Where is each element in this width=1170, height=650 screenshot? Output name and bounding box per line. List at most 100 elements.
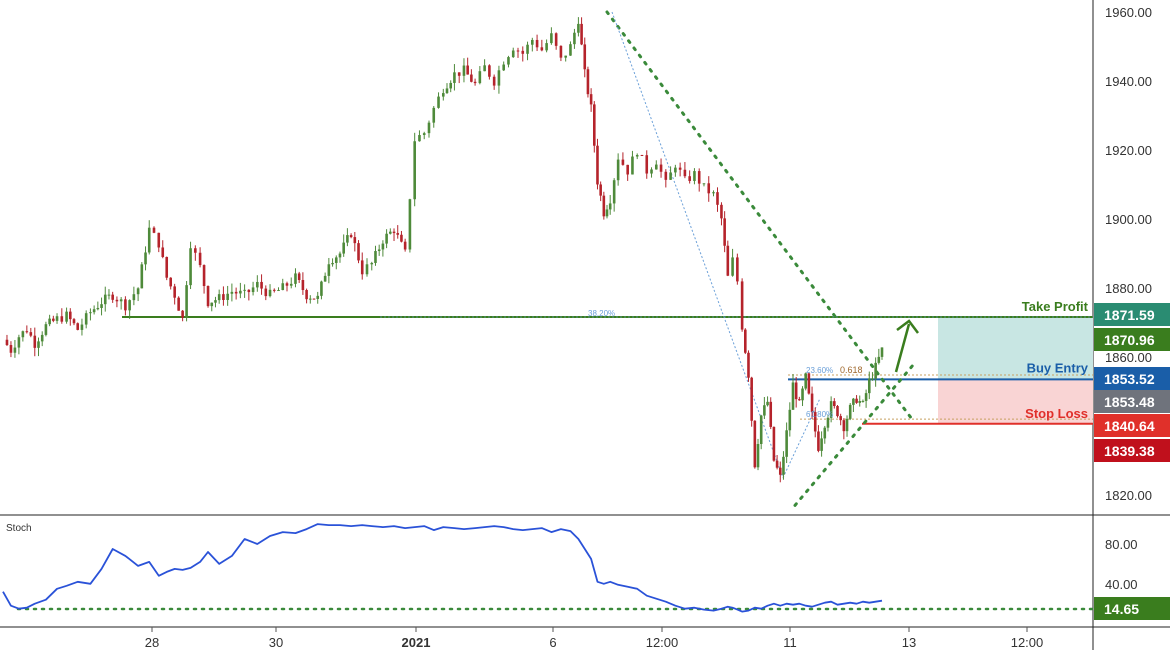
candle-body xyxy=(852,398,855,405)
candle-body xyxy=(621,159,625,165)
candle-body xyxy=(217,294,221,301)
candle-body xyxy=(683,169,687,177)
ascending-trendline[interactable] xyxy=(793,362,916,507)
price-tag-stop_loss_dark xyxy=(1094,439,1170,462)
candle-body xyxy=(731,257,734,276)
candle-body xyxy=(511,50,515,58)
time-tick-label: 11 xyxy=(783,635,797,650)
candle-body xyxy=(396,233,400,235)
level-annotations: Take Profit Buy Entry Stop Loss xyxy=(1022,299,1089,421)
candle-body xyxy=(820,438,823,451)
stoch-tick-label: 80.00 xyxy=(1105,537,1138,552)
price-axis[interactable]: 1960.00 1940.00 1920.00 1900.00 1880.00 1860.… xyxy=(1105,5,1152,592)
candle-body xyxy=(788,409,792,431)
candle-body xyxy=(531,39,534,45)
candle-body xyxy=(497,70,501,86)
candlestick-series xyxy=(5,17,884,483)
candle-body xyxy=(810,393,814,413)
candle-body xyxy=(103,294,107,305)
candle-body xyxy=(674,167,677,173)
candle-body xyxy=(586,69,590,95)
candle-body xyxy=(867,378,871,394)
candle-body xyxy=(76,323,80,330)
candle-body xyxy=(791,382,795,410)
candle-body xyxy=(331,262,334,265)
candle-body xyxy=(599,184,602,196)
trendlines[interactable] xyxy=(380,10,1093,507)
candle-body xyxy=(243,289,246,291)
candle-body xyxy=(214,300,217,303)
candle-body xyxy=(107,294,111,296)
candle-body xyxy=(631,156,634,175)
candle-body xyxy=(115,299,119,302)
price-tag-take_profit xyxy=(1094,303,1170,326)
candle-body xyxy=(466,65,469,75)
candle-body xyxy=(654,164,658,170)
candle-body xyxy=(309,298,312,300)
candle-body xyxy=(128,300,131,311)
stop-loss-label: Stop Loss xyxy=(1025,406,1088,421)
candle-body xyxy=(659,164,663,172)
candle-body xyxy=(408,199,412,250)
candle-body xyxy=(778,467,782,475)
candle-body xyxy=(305,290,308,300)
time-tick-label: 13 xyxy=(902,635,916,650)
fib-extension-line xyxy=(782,398,821,478)
candle-body xyxy=(707,183,711,194)
candle-body xyxy=(374,251,377,263)
candle-body xyxy=(29,332,33,336)
candle-body xyxy=(13,347,17,353)
candle-body xyxy=(360,260,364,275)
candle-body xyxy=(823,427,827,439)
candle-body xyxy=(370,262,374,265)
descending-trendline[interactable] xyxy=(605,10,914,421)
candle-body xyxy=(470,74,473,82)
candle-body xyxy=(785,430,788,457)
candle-body xyxy=(72,319,76,324)
candle-body xyxy=(833,401,836,407)
fib-label-23: 23.60% xyxy=(806,366,833,375)
time-tick-label: 12:00 xyxy=(1011,635,1044,650)
horizontal-levels[interactable] xyxy=(122,316,1093,425)
price-tag-value: 1839.38 xyxy=(1104,443,1155,459)
candle-body xyxy=(449,82,453,89)
candle-body xyxy=(592,104,596,146)
candle-body xyxy=(645,155,649,174)
candle-body xyxy=(234,291,238,294)
candle-body xyxy=(697,171,701,184)
candle-body xyxy=(251,287,255,293)
candle-body xyxy=(327,264,331,276)
candle-body xyxy=(272,289,276,291)
candle-body xyxy=(37,341,40,348)
candle-body xyxy=(132,294,136,301)
buy-entry-label: Buy Entry xyxy=(1027,360,1089,375)
candle-body xyxy=(346,235,349,243)
candle-body xyxy=(247,289,251,293)
candle-body xyxy=(60,316,64,322)
candle-body xyxy=(747,352,750,378)
candle-body xyxy=(198,252,202,266)
candle-body xyxy=(256,281,259,288)
candle-body xyxy=(312,298,316,300)
candle-body xyxy=(260,281,263,289)
candle-body xyxy=(80,324,84,330)
candle-body xyxy=(545,43,548,51)
stoch-tag-value: 14.65 xyxy=(1104,601,1139,617)
price-tag-value: 1840.64 xyxy=(1104,418,1155,434)
candle-body xyxy=(813,412,817,432)
candle-body xyxy=(119,299,123,302)
candle-body xyxy=(92,309,96,313)
candle-body xyxy=(540,47,544,51)
candle-body xyxy=(626,164,629,175)
candle-body xyxy=(848,404,852,419)
candle-body xyxy=(5,339,9,346)
price-tag-buy_entry xyxy=(1094,367,1170,390)
price-tick-label: 1820.00 xyxy=(1105,488,1152,503)
price-tag-value: 1853.48 xyxy=(1104,394,1155,410)
candle-body xyxy=(457,72,461,76)
time-axis[interactable]: 28 30 2021 6 12:00 11 13 12:00 xyxy=(145,627,1044,650)
time-tick-label: 30 xyxy=(269,635,283,650)
fib-label-61: 61.80% xyxy=(806,410,833,419)
candle-body xyxy=(554,33,558,46)
